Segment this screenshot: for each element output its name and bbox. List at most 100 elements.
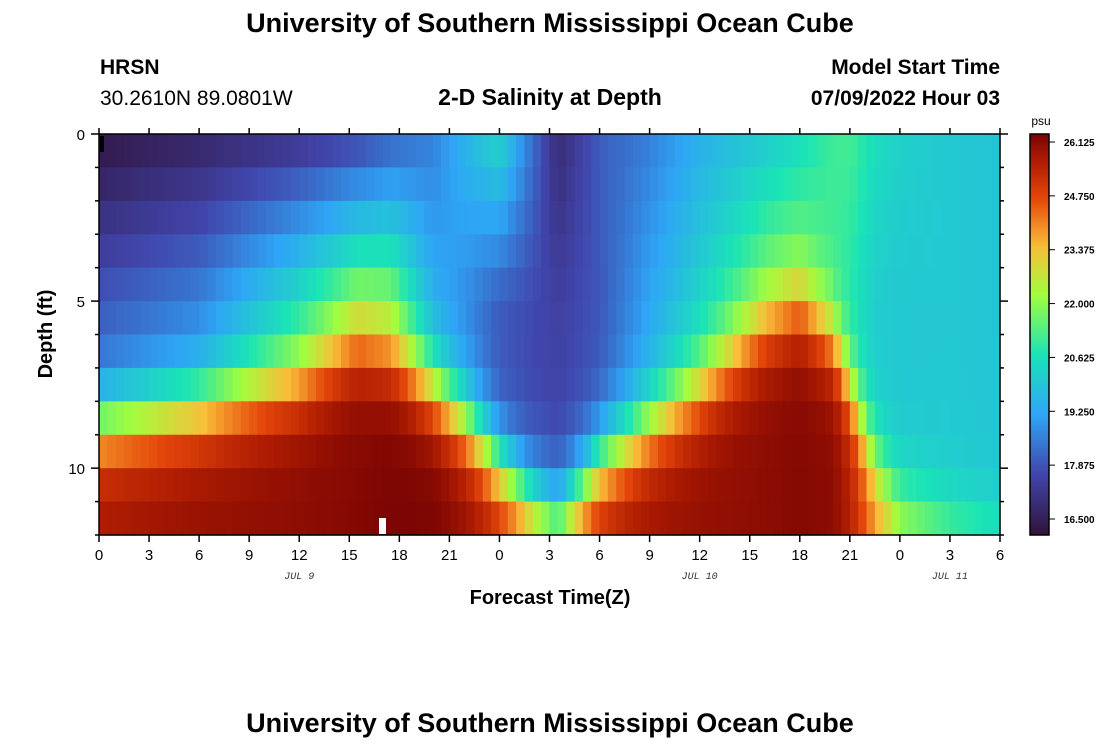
heatmap-cell (758, 200, 767, 235)
heatmap-cell (824, 267, 834, 302)
heatmap-cell (849, 401, 859, 436)
heatmap-cell (390, 134, 400, 169)
heatmap-cell (424, 167, 434, 202)
heatmap-cell (349, 234, 359, 269)
heatmap-cell (199, 234, 209, 269)
heatmap-cell (824, 234, 834, 269)
heatmap-cell (783, 501, 793, 536)
heatmap-cell (549, 434, 559, 469)
heatmap-cell (190, 301, 200, 336)
heatmap-cell (824, 401, 834, 436)
heatmap-cell (374, 401, 384, 436)
heatmap-cell (691, 200, 701, 235)
heatmap-cell (574, 468, 584, 503)
heatmap-cell (499, 234, 509, 269)
heatmap-cell (566, 134, 576, 169)
heatmap-cell (132, 334, 142, 369)
heatmap-cell (958, 234, 968, 269)
heatmap-cell (816, 167, 826, 202)
heatmap-cell (482, 468, 492, 503)
heatmap-cell (115, 501, 125, 536)
heatmap-cell (733, 367, 742, 402)
heatmap-cell (132, 468, 142, 503)
heatmap-cell (674, 167, 684, 202)
heatmap-cell (791, 134, 801, 169)
heatmap-cell (390, 401, 400, 436)
heatmap-cell (466, 267, 476, 302)
heatmap-cell (457, 301, 467, 336)
heatmap-cell (616, 434, 626, 469)
heatmap-cell (582, 167, 592, 202)
x-axis: 0 3 6 9 12 15 18 21 0 3 6 9 12 15 18 21 0 3 6 JUL 9 JUL 10 JU… (95, 128, 1004, 583)
heatmap-cell (724, 234, 734, 269)
heatmap-cell (174, 401, 184, 436)
heatmap-cell (340, 301, 350, 336)
heatmap-cell (624, 334, 634, 369)
heatmap-cell (649, 401, 659, 436)
heatmap-cell (340, 200, 350, 235)
heatmap-cell (449, 468, 459, 503)
heatmap-cell (165, 334, 175, 369)
heatmap-cell (774, 501, 784, 536)
heatmap-cell (315, 167, 325, 202)
heatmap-cell (783, 167, 793, 202)
x-tick-label: 9 (245, 547, 253, 564)
heatmap-cell (349, 401, 359, 436)
heatmap-cell (340, 401, 350, 436)
heatmap-cell (215, 501, 225, 536)
heatmap-cell (983, 200, 993, 235)
heatmap-cell (290, 367, 300, 402)
heatmap-cell (174, 468, 184, 503)
heatmap-cell (332, 301, 342, 336)
heatmap-cell (507, 134, 517, 169)
x-tick-label: 15 (741, 547, 758, 564)
heatmap-cell (416, 267, 425, 302)
heatmap-cell (758, 234, 767, 269)
heatmap-cell (432, 134, 442, 169)
heatmap-cell (808, 267, 818, 302)
heatmap-cell (674, 267, 684, 302)
heatmap-cell (724, 200, 734, 235)
heatmap-cell (290, 468, 300, 503)
heatmap-cell (282, 134, 292, 169)
heatmap-cell (641, 167, 651, 202)
footer-title: University of Southern Mississippi Ocean… (246, 708, 854, 738)
heatmap-cell (182, 234, 192, 269)
heatmap-cell (507, 267, 517, 302)
heatmap-cell (641, 134, 651, 169)
heatmap-cell (849, 334, 859, 369)
heatmap-cell (249, 200, 259, 235)
heatmap-cell (749, 301, 759, 336)
heatmap-cell (566, 267, 576, 302)
heatmap-cell (841, 468, 851, 503)
heatmap-cell (958, 134, 968, 169)
heatmap-cell (874, 401, 884, 436)
colorbar-unit: psu (1031, 114, 1050, 128)
heatmap-cell (257, 501, 267, 536)
heatmap-cell (390, 234, 400, 269)
heatmap-cell (874, 367, 884, 402)
heatmap-cell (165, 167, 175, 202)
heatmap-cell (165, 367, 175, 402)
heatmap-cell (974, 334, 984, 369)
heatmap-cell (749, 267, 759, 302)
heatmap-cell (232, 334, 242, 369)
heatmap-cell (716, 267, 726, 302)
heatmap-cell (524, 301, 534, 336)
heatmap-cell (140, 134, 150, 169)
heatmap-cell (140, 367, 150, 402)
heatmap-cell (632, 200, 642, 235)
heatmap-cell (933, 234, 943, 269)
heatmap-cell (482, 200, 492, 235)
heatmap-cell (132, 401, 142, 436)
heatmap-cell (666, 401, 676, 436)
heatmap-cell (257, 234, 267, 269)
heatmap-cell (557, 501, 567, 536)
heatmap-cell (416, 401, 425, 436)
heatmap-cell (699, 434, 709, 469)
heatmap-cell (666, 267, 676, 302)
heatmap-cell (541, 401, 551, 436)
heatmap-cell (674, 334, 684, 369)
heatmap-cell (374, 267, 384, 302)
heatmap-cell (315, 234, 325, 269)
